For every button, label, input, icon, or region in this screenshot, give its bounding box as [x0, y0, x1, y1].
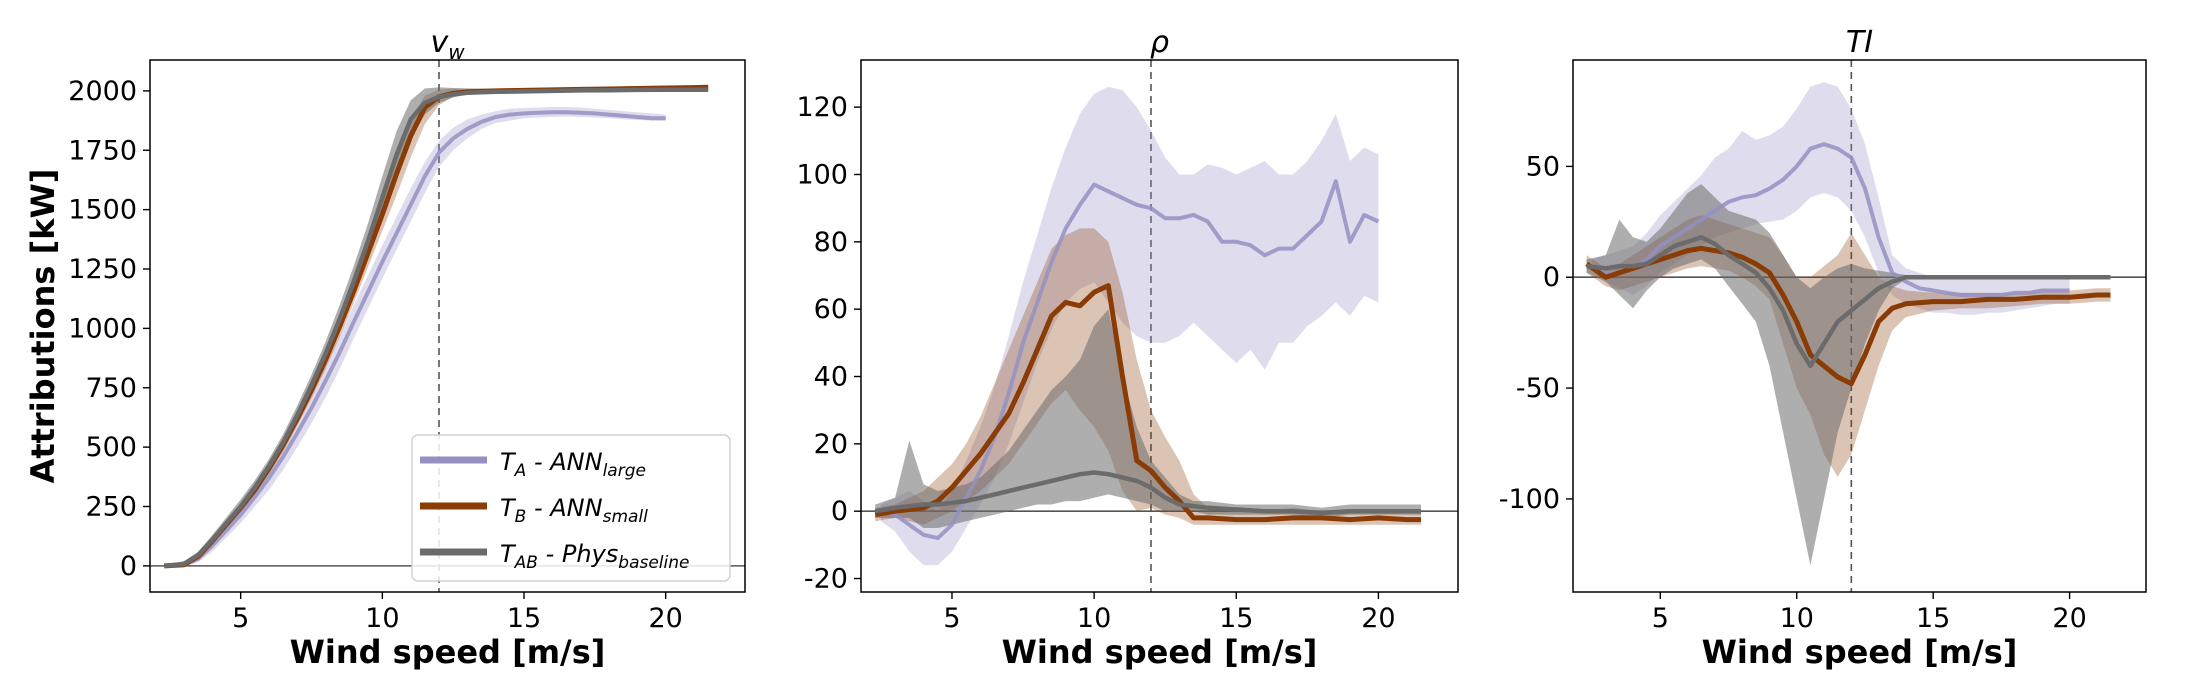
- legend-label-3: TAB - Physbaseline: [500, 540, 690, 573]
- title-sub: w: [448, 40, 465, 64]
- y-tick-label: -50: [1516, 373, 1560, 404]
- x-axis-label: Wind speed [m/s]: [1702, 633, 2018, 671]
- x-tick-label: 5: [232, 603, 249, 634]
- x-axis-label: Wind speed [m/s]: [290, 633, 606, 671]
- x-tick-label: 20: [2052, 603, 2086, 634]
- y-tick-label: -20: [804, 564, 848, 595]
- x-tick-label: 20: [1361, 603, 1395, 634]
- legend-main: T: [500, 448, 517, 476]
- band-series-1: [169, 107, 666, 568]
- x-tick-label: 5: [943, 603, 960, 634]
- y-tick-label: 2000: [68, 76, 137, 107]
- band-series-3: [1586, 184, 2111, 566]
- x-tick-label: 10: [365, 603, 399, 634]
- band-series-1: [880, 86, 1379, 566]
- line-series-1: [1591, 142, 2070, 297]
- title-main: v: [430, 25, 449, 60]
- y-tick-label: 120: [796, 92, 848, 123]
- y-tick-label: 100: [796, 159, 848, 190]
- line-series-2: [1585, 245, 2111, 387]
- legend-label-1: TA - ANNlarge: [500, 448, 646, 481]
- y-tick-label: 250: [85, 492, 137, 523]
- line-series-2: [874, 283, 1421, 523]
- panel-title: ρ: [1150, 25, 1169, 60]
- plot-frame: [1572, 59, 2147, 593]
- y-tick-label: 0: [1543, 262, 1560, 293]
- line-series-3: [163, 87, 709, 569]
- line-series-3: [874, 470, 1421, 516]
- legend-sub2: baseline: [618, 553, 689, 573]
- panel-2: 5 10 15 20 -20 0 20 40 60 80 100 120 Wind speed [m/s…: [796, 25, 1459, 671]
- x-tick-label: 5: [1652, 603, 1669, 634]
- y-tick-label: 0: [831, 496, 848, 527]
- legend-mid: - Phys: [538, 540, 618, 568]
- x-tick-label: 10: [1780, 603, 1814, 634]
- y-tick-label: 1000: [68, 313, 137, 344]
- legend-sub1: B: [515, 507, 527, 527]
- x-tick-label: 10: [1077, 603, 1111, 634]
- plot-area: [150, 60, 745, 592]
- x-axis-label: Wind speed [m/s]: [1002, 633, 1318, 671]
- y-tick-label: 1500: [68, 195, 137, 226]
- legend-main: T: [500, 540, 517, 568]
- y-tick-label: 0: [120, 551, 137, 582]
- y-tick-label: 80: [814, 227, 848, 258]
- plot-frame: [860, 59, 1459, 593]
- x-tick-label: 20: [648, 603, 682, 634]
- panel-3: 5 10 15 20 -100 -50 0 50 Wind speed [m/s] TI: [1499, 25, 2147, 671]
- legend-sub1: AB: [514, 553, 538, 573]
- y-tick-label: 20: [814, 429, 848, 460]
- legend-box: [411, 434, 731, 582]
- line-series-3: [1586, 235, 2111, 369]
- legend-label-2: TB - ANNsmall: [500, 494, 648, 527]
- y-tick-label: 1750: [68, 135, 137, 166]
- y-tick-label: 500: [85, 432, 137, 463]
- x-tick-label: 15: [1219, 603, 1253, 634]
- band-series-3: [875, 309, 1421, 528]
- y-tick-label: -100: [1499, 484, 1560, 515]
- plot-frame: [149, 59, 746, 593]
- y-tick-label: 40: [814, 362, 848, 393]
- line-series-1: [169, 110, 666, 568]
- panel-title: vw: [430, 25, 465, 64]
- plot-area: [861, 60, 1458, 592]
- legend-sub2: large: [603, 461, 646, 481]
- y-tick-label: 750: [85, 373, 137, 404]
- plot-area: [1573, 60, 2146, 592]
- y-tick-label: 1250: [68, 254, 137, 285]
- legend-mid: - ANN: [526, 448, 602, 476]
- y-axis-label: Attributions [kW]: [24, 169, 62, 484]
- legend-sub1: A: [514, 461, 527, 481]
- y-tick-label: 50: [1526, 151, 1560, 182]
- x-tick-label: 15: [1916, 603, 1950, 634]
- y-tick-label: 60: [814, 294, 848, 325]
- legend-mid: - ANN: [526, 494, 602, 522]
- legend-sub2: small: [603, 507, 649, 527]
- panel-1: 5 10 15 20 0 250 500 750 1000 1250 1500 1750 2000 Win…: [24, 25, 746, 671]
- legend-main: T: [500, 494, 517, 522]
- x-tick-label: 15: [507, 603, 541, 634]
- panel-title: TI: [1846, 25, 1873, 60]
